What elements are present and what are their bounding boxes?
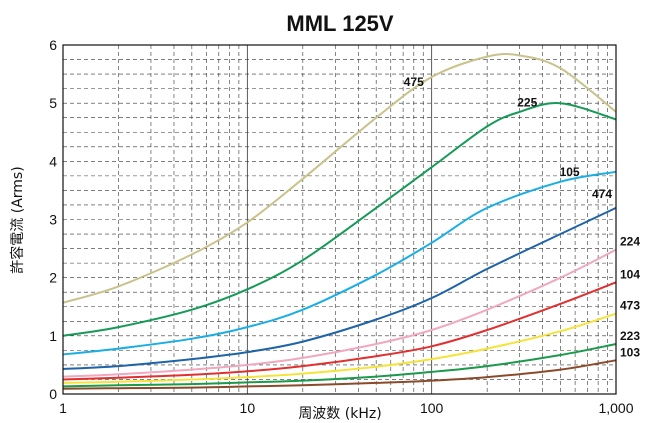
y-tick-label: 2 <box>49 270 57 286</box>
x-tick-label: 1 <box>59 400 67 416</box>
x-tick-labels: 1 10 100 1,000 <box>59 400 634 416</box>
y-tick-label: 6 <box>49 37 57 53</box>
series-line-224 <box>62 248 617 378</box>
series-label-103: 103 <box>620 345 640 359</box>
y-tick-label: 1 <box>49 328 57 344</box>
series-label-104: 104 <box>620 267 640 281</box>
series-label-475: 475 <box>404 75 424 89</box>
series-labels: 475 225 105 474 224 104 473 223 103 <box>404 75 641 359</box>
series-label-473: 473 <box>620 299 640 313</box>
series-line-104 <box>62 281 617 381</box>
series-line-103 <box>62 359 617 390</box>
plot-frame <box>62 44 617 395</box>
chart-title: MML 125V <box>286 11 394 36</box>
x-tick-label: 100 <box>420 400 444 416</box>
series-line-105 <box>62 170 617 356</box>
series-label-225: 225 <box>517 95 537 109</box>
y-tick-labels: 0 1 2 3 4 5 6 <box>49 37 57 402</box>
x-tick-label: 1,000 <box>598 400 633 416</box>
y-tick-label: 3 <box>49 212 57 228</box>
y-tick-label: 0 <box>49 386 57 402</box>
y-axis-label: 許容電流 (Arms) <box>9 166 26 273</box>
y-tick-label: 5 <box>49 95 57 111</box>
series-label-223: 223 <box>620 329 640 343</box>
series-line-475 <box>62 52 617 304</box>
y-tick-label: 4 <box>49 153 57 169</box>
series-line-473 <box>62 312 617 384</box>
series-label-474: 474 <box>592 187 612 201</box>
series-line-223 <box>62 343 617 388</box>
series-line-474 <box>62 206 617 370</box>
series-curves <box>62 52 617 390</box>
series-label-105: 105 <box>560 165 580 179</box>
series-label-224: 224 <box>620 235 640 249</box>
x-axis-label: 周波数 (kHz) <box>298 406 381 422</box>
series-line-225 <box>62 102 617 337</box>
x-tick-label: 10 <box>240 400 256 416</box>
